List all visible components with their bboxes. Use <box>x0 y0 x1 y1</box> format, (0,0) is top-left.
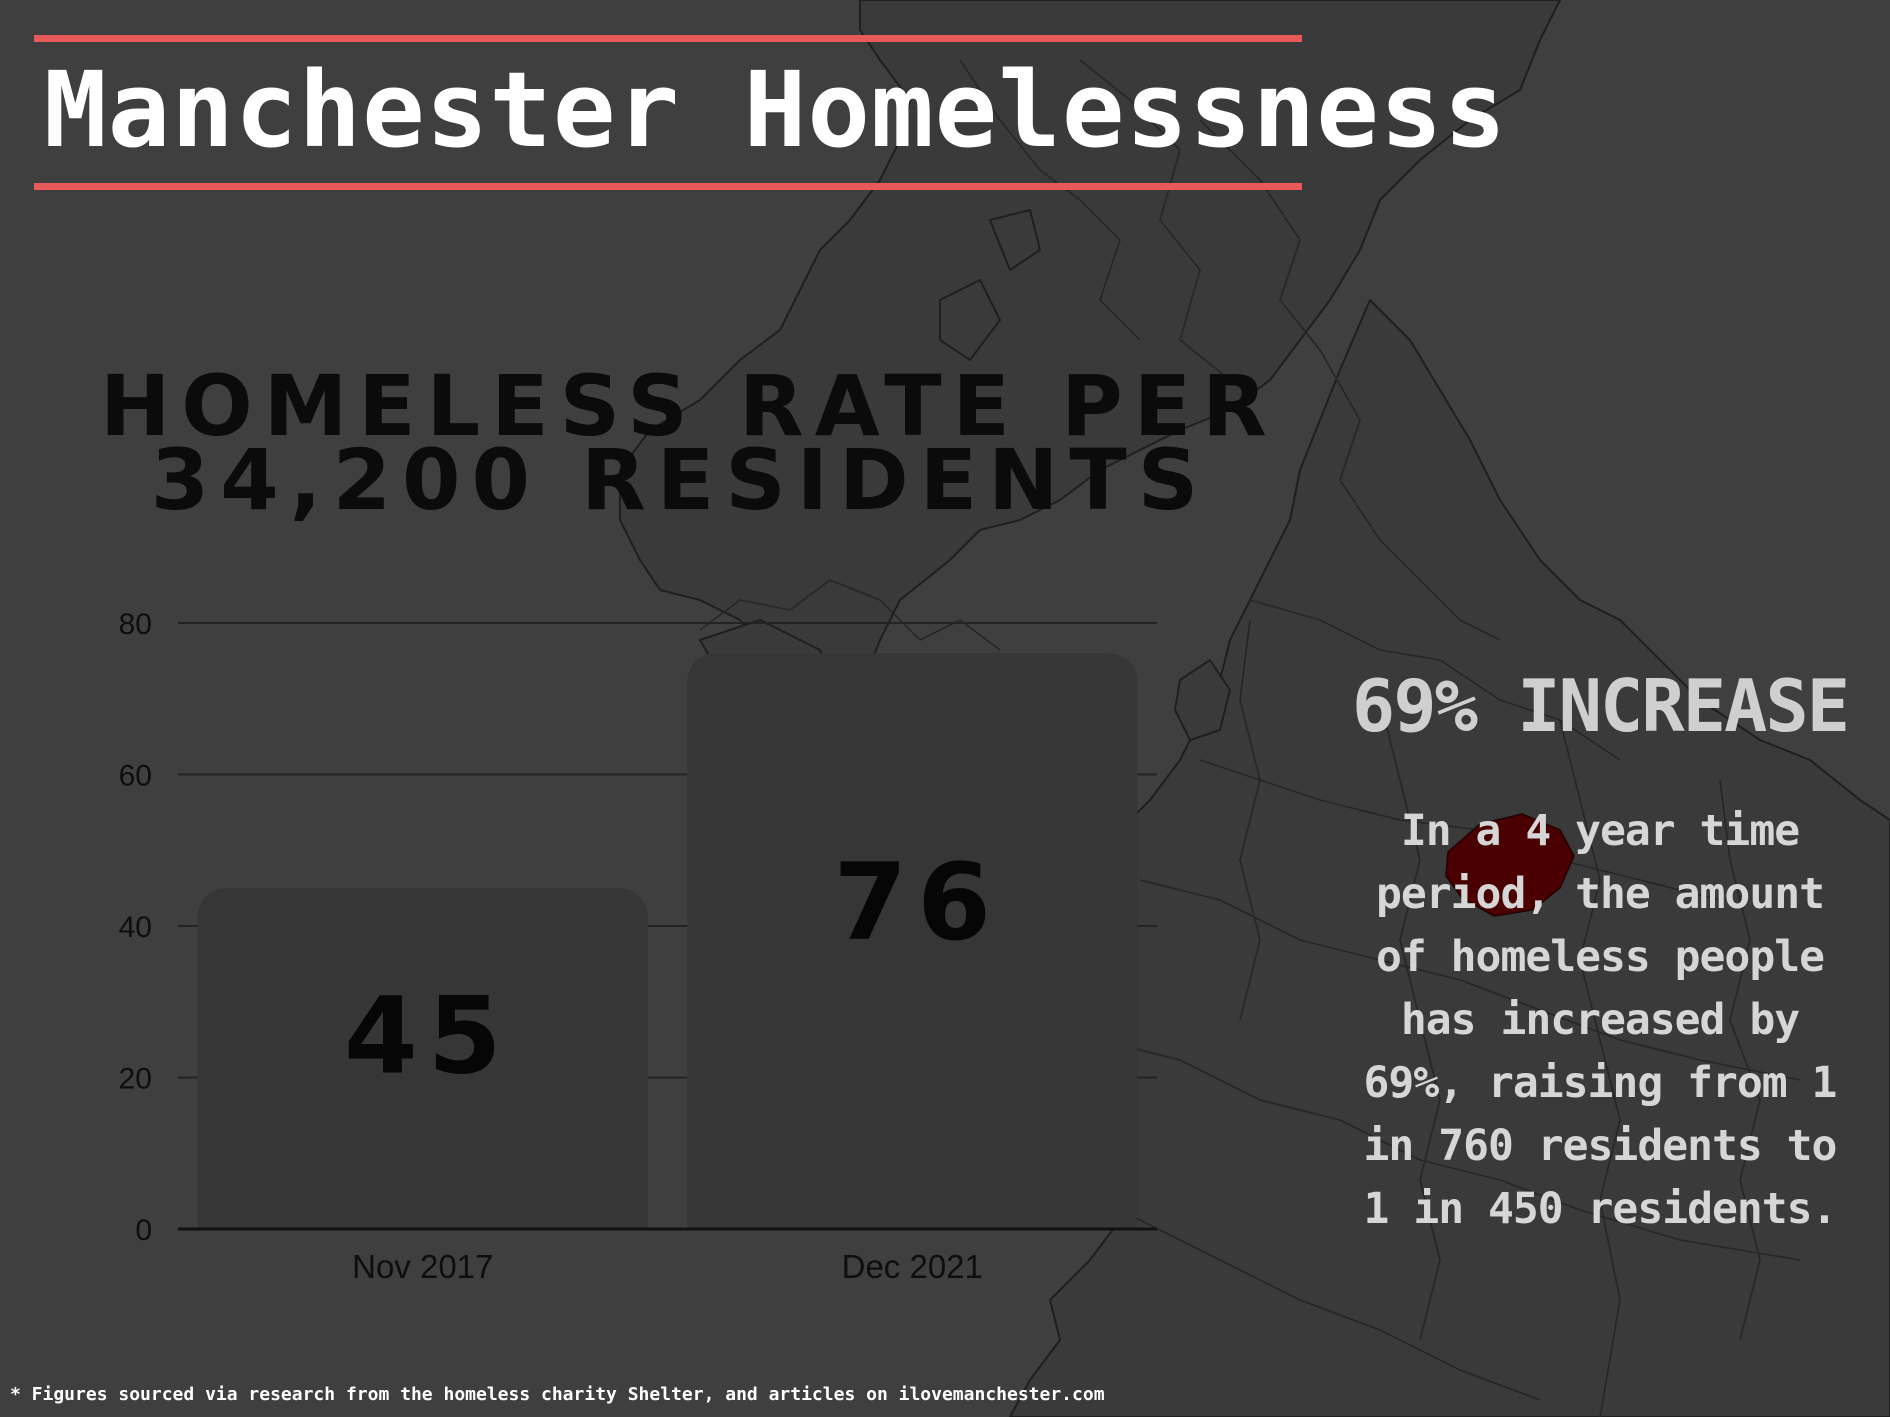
bar-2 <box>687 653 1138 1229</box>
bar-value-label-1: 45 <box>344 975 512 1098</box>
y-tick-label-0: 0 <box>135 1214 152 1247</box>
y-tick-label-60: 60 <box>119 760 152 793</box>
bar-value-label-2: 76 <box>833 841 1001 964</box>
x-category-label-2: Dec 2021 <box>842 1248 983 1285</box>
page-title: Manchester Homelessness <box>44 49 1508 171</box>
bar-1-base <box>197 1199 648 1229</box>
y-tick-label-20: 20 <box>119 1063 152 1096</box>
bar-1 <box>197 888 648 1229</box>
increase-description: In a 4 year time period, the amount of h… <box>1363 806 1838 1234</box>
chart-bars <box>197 653 1138 1229</box>
manchester-region-marker <box>1445 813 1575 917</box>
bar-2-base <box>687 1199 1138 1229</box>
y-tick-label-80: 80 <box>119 608 152 641</box>
title-rule-top <box>34 35 1302 42</box>
chart-labels: 0 20 40 60 80 45 Nov 2017 76 Dec 2021 <box>119 608 1001 1285</box>
title-rule-bottom <box>34 183 1302 190</box>
source-footnote: * Figures sourced via research from the … <box>10 1384 1105 1405</box>
y-tick-label-40: 40 <box>119 911 152 944</box>
increase-headline: 69% INCREASE <box>1351 664 1850 748</box>
x-category-label-1: Nov 2017 <box>352 1248 493 1285</box>
chart-title-line-1: HOMELESS RATE PER <box>100 357 1278 455</box>
chart-title-line-2: 34,200 RESIDENTS <box>150 430 1210 529</box>
chart-title: HOMELESS RATE PER 34,200 RESIDENTS <box>100 357 1278 529</box>
